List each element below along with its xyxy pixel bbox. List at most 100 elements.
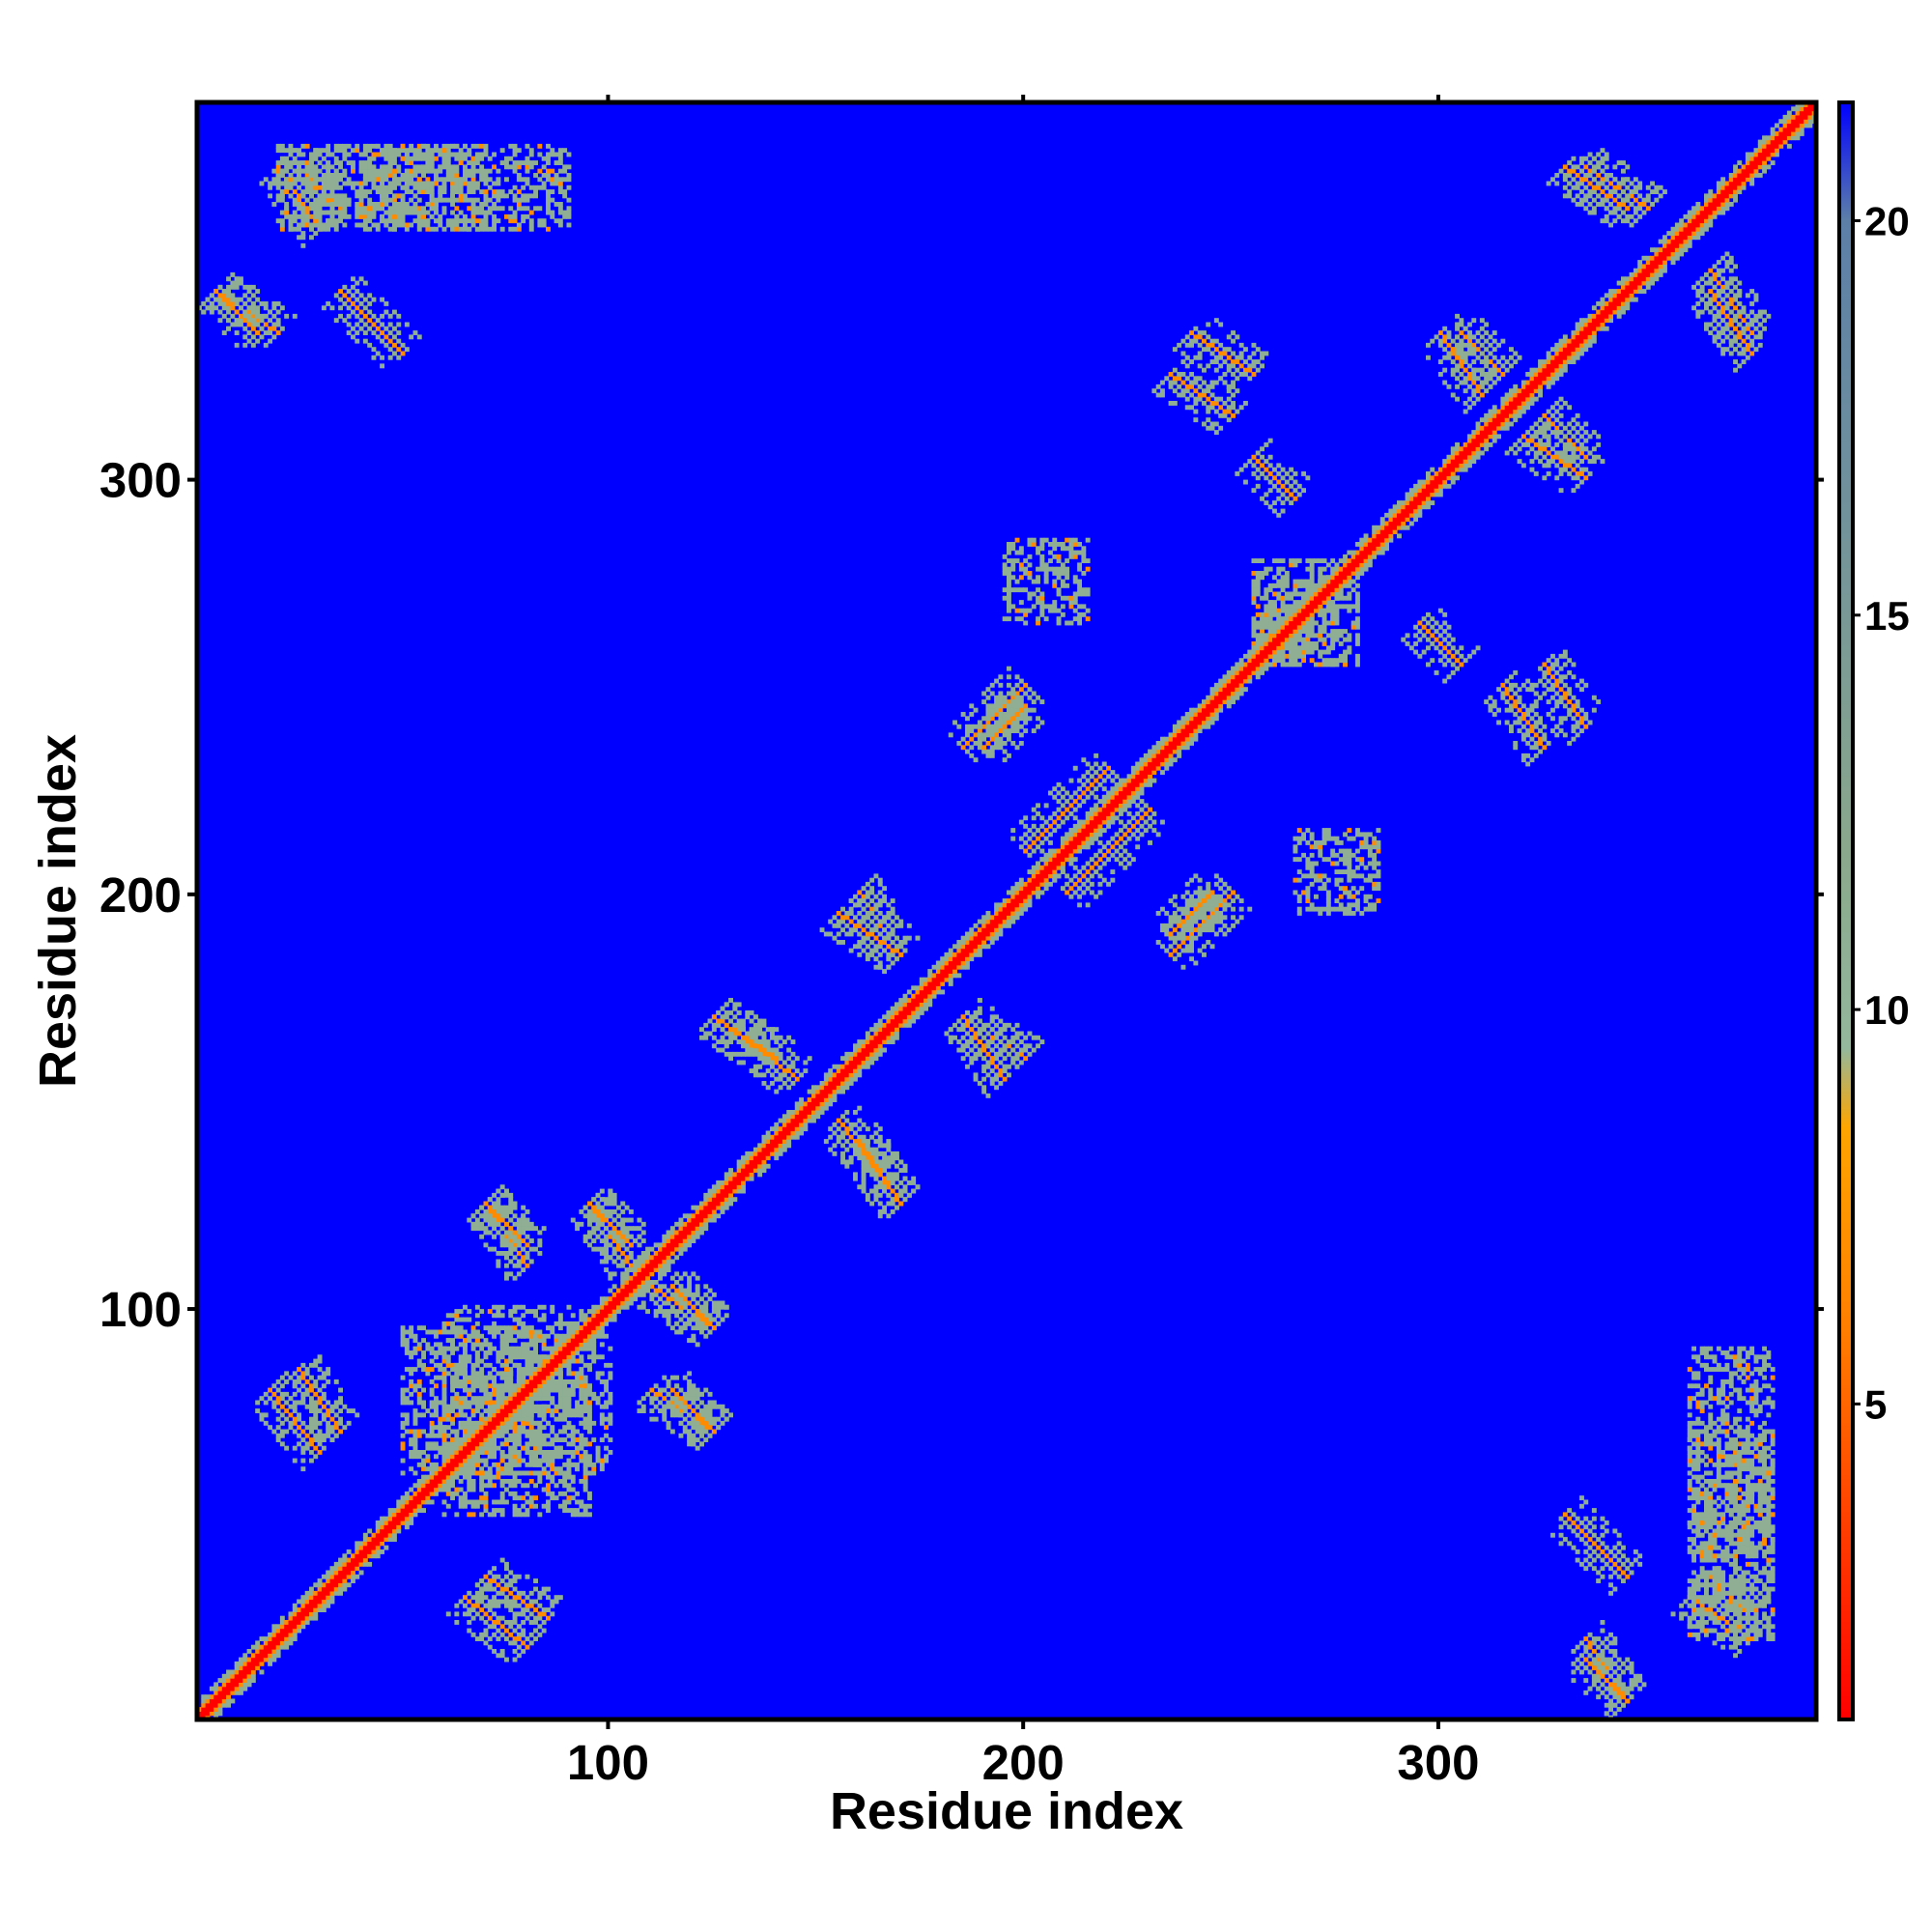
contact-cell [1085,794,1091,800]
contact-cell [869,1201,875,1207]
contact-cell [521,1226,526,1232]
contact-cell [1031,807,1037,812]
contact-cell [380,322,384,327]
contact-cell [338,305,343,311]
contact-cell [699,1035,704,1040]
contact-cell [1255,475,1261,481]
contact-cell [1571,459,1577,464]
contact-cell [1571,695,1577,700]
contact-cell [487,1209,493,1214]
contact-cell [1027,571,1033,576]
contact-cell [1575,732,1580,738]
contact-cell [1284,479,1290,485]
contact-cell [716,1039,722,1044]
contact-cell [1209,338,1215,344]
contact-cell [728,998,733,1003]
contact-cell [620,1238,626,1243]
contact-cell [1426,620,1431,626]
contact-cell [1596,185,1602,190]
contact-cell [1031,542,1037,547]
contact-cell [711,1022,717,1028]
contact-cell [1455,367,1460,373]
contact-cell [1018,712,1024,717]
contact-cell [1056,558,1062,563]
contact-cell [877,923,883,928]
contact-cell [508,1620,514,1625]
contact-cell [1197,886,1203,892]
contact-cell [483,1595,489,1601]
contact-cell [616,1230,621,1236]
contact-cell [1662,189,1667,194]
contact-cell [375,326,381,331]
contact-cell [703,1313,709,1319]
contact-cell [1583,1541,1589,1547]
contact-cell [1264,459,1269,464]
contact-cell [1558,1516,1564,1521]
contact-cell [985,1060,991,1065]
contact-cell [977,732,982,738]
contact-cell [1484,347,1490,353]
contact-cell [1749,301,1755,306]
contact-cell [1583,454,1589,460]
contact-cell [234,318,240,324]
contact-cell [1562,1537,1568,1542]
contact-cell [246,313,252,319]
contact-cell [973,1056,979,1062]
contact-cell [234,280,240,286]
contact-cell [1209,927,1215,933]
contact-cell [749,1047,754,1053]
contact-cell [1143,828,1149,833]
contact-cell [977,1039,982,1044]
contact-cell [960,1022,966,1028]
contact-cell [1372,906,1378,912]
contact-cell [1500,363,1506,369]
contact-cell [599,1251,605,1256]
contact-cell [886,1139,892,1144]
contact-cell [512,1230,518,1236]
contact-cell [1724,260,1730,265]
contact-cell [1052,579,1058,584]
contact-cell [989,728,995,733]
contact-cell [1060,571,1065,576]
contact-cell [1591,1524,1597,1530]
contact-cell [1471,372,1477,377]
contact-cell [346,289,352,294]
contact-cell [658,1296,663,1302]
contact-cell [499,1615,505,1621]
contact-cell [981,1035,987,1040]
contact-cell [1455,351,1460,356]
contact-cell [1023,703,1029,709]
contact-cell [516,1230,522,1236]
contact-cell [1007,550,1011,555]
contact-cell [1591,1673,1597,1679]
contact-cell [333,1379,339,1384]
contact-cell [1160,819,1165,825]
contact-cell [329,213,335,219]
contact-cell [1513,359,1519,364]
contact-cell [275,1379,281,1384]
contact-cell [1591,206,1597,212]
contact-cell [1002,1064,1008,1069]
contact-cell [1065,873,1070,879]
contact-cell [1616,1698,1622,1704]
contact-cell [1612,1686,1618,1691]
contact-cell [1567,430,1573,435]
contact-cell [1753,297,1759,302]
contact-cell [309,1441,314,1447]
contact-cell [861,1159,867,1165]
contact-cell [1583,1557,1589,1563]
contact-cell [998,712,1004,717]
contact-cell [666,1317,671,1322]
contact-cell [1231,363,1236,369]
contact-cell [994,724,999,729]
contact-cell [355,297,360,302]
contact-cell [1579,168,1584,174]
contact-cell [853,1147,858,1152]
contact-cell [1267,488,1273,494]
contact-cell [640,1396,646,1402]
contact-cell [1708,280,1714,286]
contact-cell [508,1582,514,1588]
contact-cell [640,1238,646,1243]
contact-cell [1189,392,1194,398]
contact-cell [1579,707,1584,713]
